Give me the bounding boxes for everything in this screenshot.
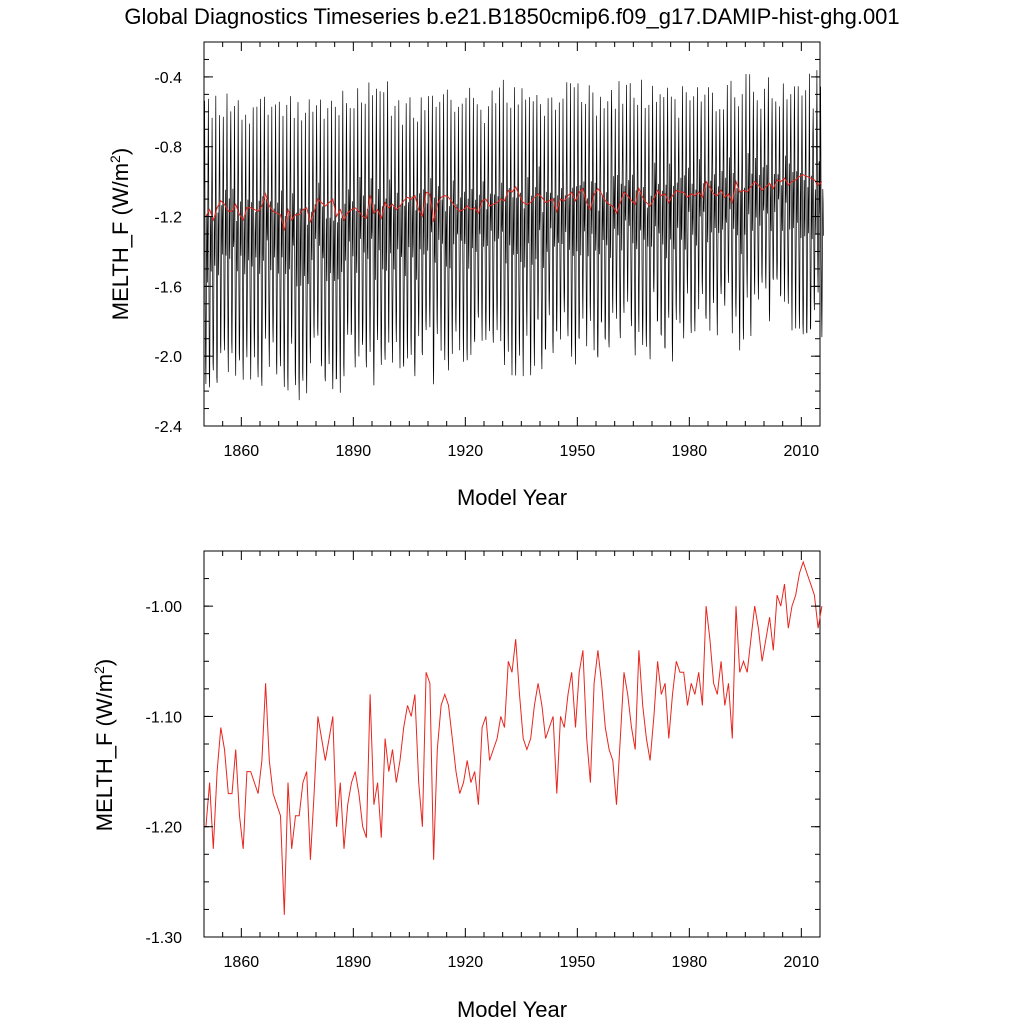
y-tick-label: -1.6 — [154, 279, 182, 296]
y-tick-label: -1.20 — [146, 820, 183, 837]
y-tick-label: -2.4 — [154, 419, 182, 436]
top-panel: 1860 1890 1920 1950 1980 2010 -2.4 -2.0 -1.6 -1.2… — [107, 41, 824, 510]
x-tick-label: 2010 — [784, 443, 820, 460]
y-tick-label: -0.8 — [154, 140, 182, 157]
y-tick-label: -1.2 — [154, 210, 182, 227]
top-ticks: 1860 1890 1920 1950 1980 2010 -2.4 -2.0 -1.6 -1.2… — [154, 41, 821, 460]
top-y-axis-title: MELTH_F (W/m2) — [107, 148, 133, 320]
top-x-axis-title: Model Year — [457, 485, 567, 510]
figure-title: Global Diagnostics Timeseries b.e21.B185… — [124, 4, 899, 29]
y-tick-label: -0.4 — [154, 70, 182, 87]
y-tick-label: -2.0 — [154, 349, 182, 366]
annual-mean-line — [205, 560, 823, 915]
bottom-ticks: 1860 1890 1920 1950 1980 2010 -1.30 -1.20 -1.10 -… — [146, 550, 821, 971]
y-tick-label: -1.30 — [146, 930, 183, 947]
bottom-plot-frame — [203, 550, 821, 938]
x-tick-label: 2010 — [784, 954, 820, 971]
x-tick-label: 1950 — [560, 954, 596, 971]
bottom-x-axis-title: Model Year — [457, 997, 567, 1022]
y-tick-label: -1.00 — [146, 599, 183, 616]
x-tick-label: 1860 — [224, 954, 260, 971]
y-tick-label: -1.10 — [146, 709, 183, 726]
x-tick-label: 1890 — [336, 954, 372, 971]
top-monthly-series — [203, 70, 824, 401]
annual-mean-line — [205, 174, 823, 231]
bottom-annual-series — [205, 560, 823, 915]
x-tick-label: 1920 — [448, 443, 484, 460]
x-tick-label: 1890 — [336, 443, 372, 460]
bottom-panel: 1860 1890 1920 1950 1980 2010 -1.30 -1.20 -1.10 -… — [91, 550, 823, 1022]
x-tick-label: 1980 — [672, 443, 708, 460]
x-tick-label: 1860 — [224, 443, 260, 460]
bottom-y-axis-title: MELTH_F (W/m2) — [91, 659, 117, 831]
monthly-line — [203, 70, 824, 401]
x-tick-label: 1980 — [672, 954, 708, 971]
x-tick-label: 1950 — [560, 443, 596, 460]
top-annual-series — [205, 174, 823, 231]
x-tick-label: 1920 — [448, 954, 484, 971]
